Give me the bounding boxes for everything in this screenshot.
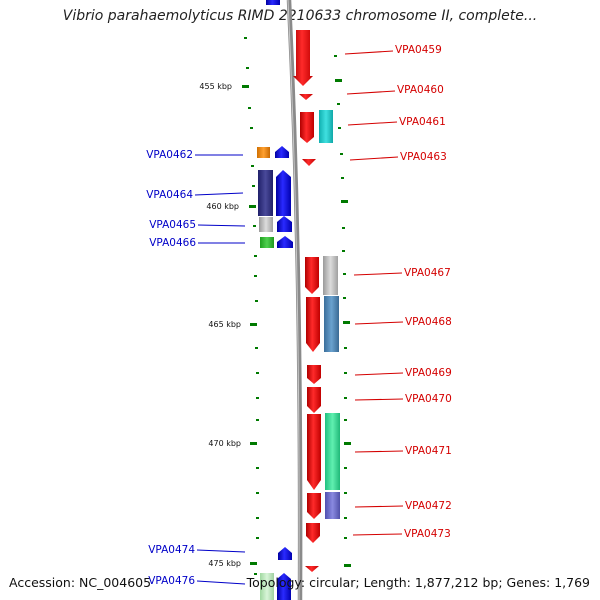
label-vpa0461[interactable]: VPA0461 [399, 116, 446, 128]
label-vpa0460[interactable]: VPA0460 [397, 84, 444, 96]
gene-vpa0471[interactable] [307, 414, 321, 490]
label-vpa0469[interactable]: VPA0469 [405, 367, 452, 379]
scale-label-475: 475 kbp [208, 559, 241, 568]
summary-text: Topology: circular; Length: 1,877,212 bp… [246, 575, 590, 590]
gene-vpa0464[interactable] [276, 170, 291, 216]
scale-label-455: 455 kbp [199, 82, 232, 91]
gene-vpa0476[interactable] [277, 573, 291, 600]
gene-vpa0462-feature[interactable] [257, 147, 270, 158]
gene-vpa0471-feature[interactable] [325, 413, 340, 490]
label-vpa0471[interactable]: VPA0471 [405, 445, 452, 457]
label-vpa0459[interactable]: VPA0459 [395, 44, 442, 56]
gene-bottom-forward[interactable] [305, 566, 319, 572]
leader-lines-left [194, 154, 246, 585]
gene-vpa0470[interactable] [307, 387, 321, 413]
scale-label-470: 470 kbp [208, 439, 241, 448]
gene-vpa0464-feature[interactable] [258, 170, 273, 216]
label-vpa0476[interactable]: VPA0476 [148, 575, 195, 587]
scale-label-465: 465 kbp [208, 320, 241, 329]
chromosome-backbone [286, 0, 303, 600]
gene-vpa0467[interactable] [305, 257, 319, 294]
label-vpa0462[interactable]: VPA0462 [146, 149, 193, 161]
gene-vpa0467-feature[interactable] [323, 256, 338, 295]
gene-vpa0462[interactable] [275, 146, 289, 158]
gene-top-partial[interactable] [266, 0, 280, 5]
label-vpa0474[interactable]: VPA0474 [148, 544, 195, 556]
label-vpa0472[interactable]: VPA0472 [405, 500, 452, 512]
gene-vpa0469[interactable] [307, 365, 321, 384]
label-vpa0468[interactable]: VPA0468 [405, 316, 452, 328]
gene-vpa0465[interactable] [277, 216, 292, 232]
label-vpa0465[interactable]: VPA0465 [149, 219, 196, 231]
major-ticks-left [242, 85, 257, 565]
scale-label-460: 460 kbp [206, 202, 239, 211]
label-vpa0466[interactable]: VPA0466 [149, 237, 196, 249]
gene-vpa0465-feature[interactable] [259, 217, 273, 232]
gene-vpa0474[interactable] [278, 547, 292, 560]
gene-vpa0461-feature[interactable] [319, 110, 333, 143]
gene-vpa0468-feature[interactable] [324, 296, 339, 352]
gene-vpa0466[interactable] [277, 236, 293, 248]
leader-lines-right [344, 50, 404, 536]
gene-vpa0459[interactable] [293, 30, 313, 86]
gene-vpa0476-feature[interactable] [260, 573, 274, 600]
gene-vpa0466-feature[interactable] [260, 237, 274, 248]
gene-vpa0472-feature[interactable] [325, 492, 340, 519]
label-vpa0470[interactable]: VPA0470 [405, 393, 452, 405]
minor-ticks-right [334, 55, 351, 567]
label-vpa0467[interactable]: VPA0467 [404, 267, 451, 279]
label-vpa0464[interactable]: VPA0464 [146, 189, 193, 201]
gene-vpa0463[interactable] [302, 159, 316, 166]
gene-vpa0468[interactable] [306, 297, 320, 352]
label-vpa0463[interactable]: VPA0463 [400, 151, 447, 163]
map-title: Vibrio parahaemolyticus RIMD 2210633 chr… [62, 8, 538, 24]
gene-vpa0460[interactable] [299, 94, 313, 100]
label-vpa0473[interactable]: VPA0473 [404, 528, 451, 540]
gene-vpa0472[interactable] [307, 493, 321, 519]
gene-vpa0461[interactable] [300, 112, 314, 143]
minor-ticks-left [244, 37, 259, 575]
gene-vpa0473[interactable] [306, 523, 320, 543]
accession-text: Accession: NC_004605 [9, 575, 152, 590]
